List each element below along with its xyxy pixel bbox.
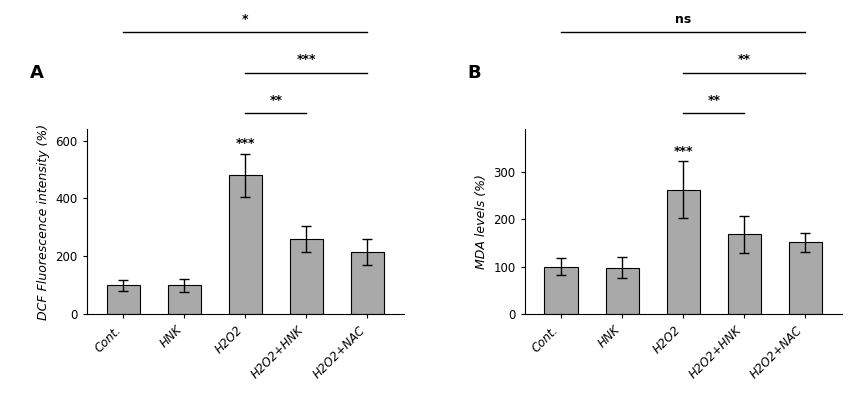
Bar (788, 242, 822, 314)
Text: A: A (30, 64, 43, 82)
Y-axis label: MDA levels (%): MDA levels (%) (475, 174, 488, 269)
Text: **: ** (269, 94, 282, 107)
Text: ***: *** (236, 137, 255, 150)
Text: **: ** (738, 54, 751, 66)
Bar (290, 239, 323, 314)
Y-axis label: DCF Fluorescence intensity (%): DCF Fluorescence intensity (%) (37, 124, 50, 320)
Bar (351, 252, 385, 314)
Bar (107, 285, 141, 314)
Text: ***: *** (297, 54, 316, 66)
Bar (228, 175, 262, 314)
Text: ***: *** (674, 145, 693, 158)
Bar (544, 267, 578, 314)
Text: **: ** (707, 94, 720, 107)
Text: *: * (242, 13, 249, 26)
Bar (606, 268, 639, 314)
Text: B: B (468, 64, 481, 82)
Bar (727, 235, 761, 314)
Text: ns: ns (675, 13, 692, 26)
Bar (667, 190, 700, 314)
Bar (168, 285, 201, 314)
